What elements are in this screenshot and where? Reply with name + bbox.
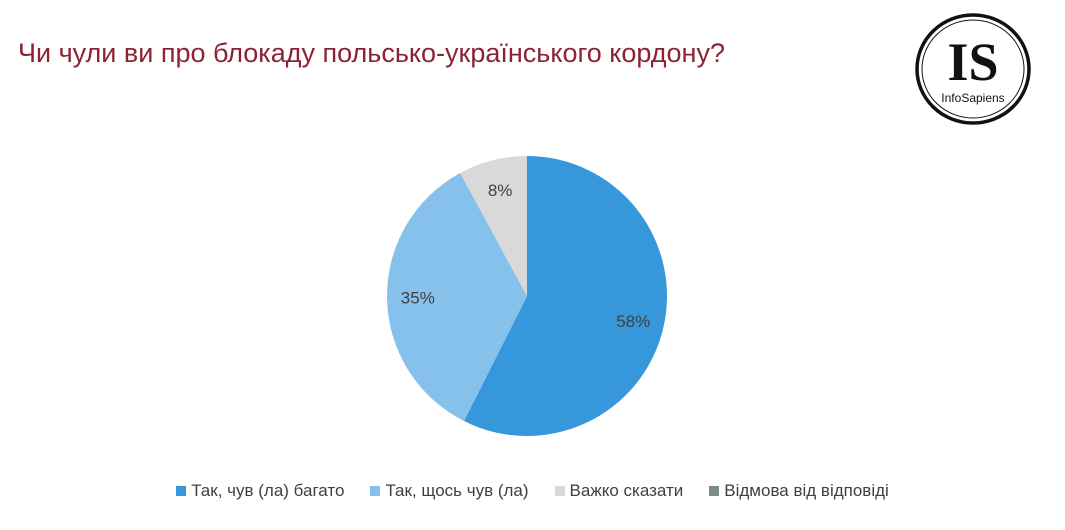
legend-label-1: Так, чув (ла) багато: [191, 481, 345, 500]
pie-slice-label-3: 8%: [488, 181, 513, 200]
legend-swatch-1: [176, 486, 187, 496]
infosapiens-logo: IS InfoSapiens: [915, 13, 1031, 125]
pie-slice-label-2: 35%: [401, 289, 435, 308]
chart-title: Чи чули ви про блокаду польсько-українсь…: [18, 38, 725, 68]
pie-slice-labels: 58% 35% 8%: [401, 181, 650, 331]
logo-name: InfoSapiens: [941, 91, 1004, 105]
legend-label-3: Важко сказати: [569, 481, 684, 500]
pie-slice-label-1: 58%: [616, 312, 650, 331]
legend-item-3: Важко сказати: [554, 481, 684, 501]
legend-item-1: Так, чув (ла) багато: [176, 481, 344, 501]
legend-swatch-4: [709, 486, 720, 496]
pie-slice-2: [387, 172, 527, 422]
legend-swatch-3: [554, 486, 565, 496]
chart-legend: Так, чув (ла) багато Так, щось чув (ла) Ва…: [0, 481, 1065, 501]
legend-label-4: Відмова від відповіді: [724, 481, 889, 500]
logo-letters: IS: [947, 32, 998, 92]
legend-item-2: Так, щось чув (ла): [370, 481, 529, 501]
legend-swatch-2: [370, 486, 381, 496]
pie-slice-1: [464, 156, 667, 436]
pie-slice-3: [460, 156, 527, 296]
legend-item-4: Відмова від відповіді: [709, 481, 889, 501]
legend-label-2: Так, щось чув (ла): [385, 481, 529, 500]
pie-slices: [387, 156, 667, 436]
